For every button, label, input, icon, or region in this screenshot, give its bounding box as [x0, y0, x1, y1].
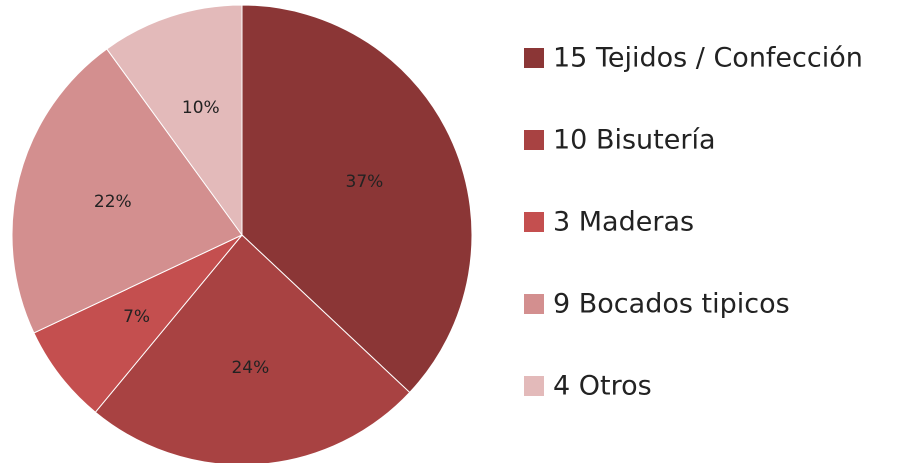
pie-slice: [11, 48, 243, 334]
legend-label: 4 Otros: [553, 371, 652, 402]
value-label: 24%: [231, 358, 269, 378]
legend-label: 15 Tejidos / Confección: [553, 43, 863, 74]
pie-slice: [33, 234, 243, 413]
legend-swatch: [524, 48, 544, 68]
legend-label: 9 Bocados tipicos: [553, 289, 790, 320]
value-label: 10%: [182, 98, 220, 118]
legend-swatch: [524, 294, 544, 314]
legend-swatch: [524, 212, 544, 232]
legend-swatch: [524, 376, 544, 396]
legend-label: 10 Bisutería: [553, 125, 716, 156]
value-label: 22%: [94, 192, 132, 212]
value-label: 37%: [346, 172, 384, 192]
pie-slice: [241, 4, 473, 394]
legend-label: 3 Maderas: [553, 207, 694, 238]
value-label: 7%: [123, 307, 150, 327]
pie-slice: [94, 234, 411, 463]
legend-swatch: [524, 130, 544, 150]
pie-slice: [106, 4, 243, 237]
